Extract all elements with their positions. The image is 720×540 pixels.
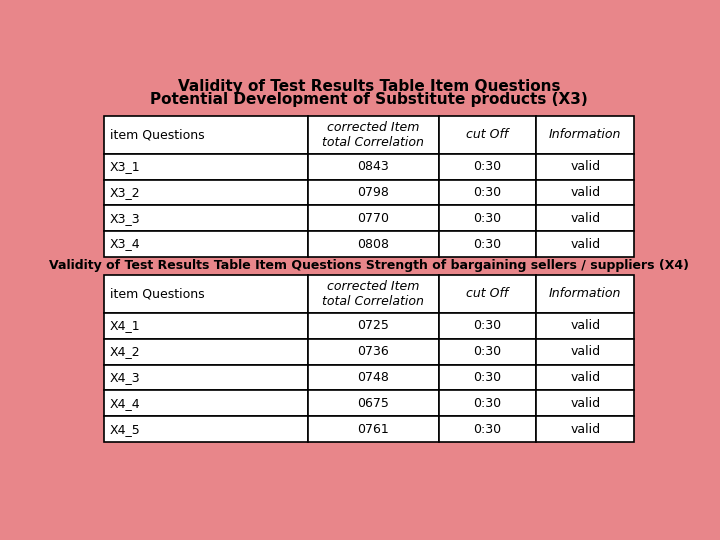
Text: valid: valid	[570, 212, 600, 225]
Text: item Questions: item Questions	[109, 287, 204, 300]
Bar	[438, 390, 536, 416]
Text: corrected Item
total Correlation: corrected Item total Correlation	[323, 280, 424, 308]
Text: 0748: 0748	[357, 371, 389, 384]
Bar	[104, 416, 307, 442]
Bar	[438, 180, 536, 205]
Text: X4_2: X4_2	[109, 345, 140, 358]
Bar	[104, 339, 307, 364]
Text: 0:30: 0:30	[474, 186, 502, 199]
Bar	[104, 180, 307, 205]
Text: 0:30: 0:30	[474, 160, 502, 173]
Bar	[104, 154, 307, 180]
Bar	[307, 416, 438, 442]
Bar	[307, 116, 438, 154]
Text: X4_1: X4_1	[109, 320, 140, 333]
Bar	[536, 116, 634, 154]
Text: corrected Item
total Correlation: corrected Item total Correlation	[323, 120, 424, 148]
Bar	[438, 275, 536, 313]
Bar	[536, 205, 634, 231]
Text: Information: Information	[549, 128, 621, 141]
Text: 0761: 0761	[357, 422, 389, 436]
Bar	[307, 180, 438, 205]
Bar	[536, 416, 634, 442]
Text: cut Off: cut Off	[467, 128, 509, 141]
Bar	[104, 275, 307, 313]
Bar	[438, 205, 536, 231]
Bar	[307, 205, 438, 231]
Bar	[438, 116, 536, 154]
Bar	[104, 313, 307, 339]
Bar	[536, 154, 634, 180]
Bar	[307, 313, 438, 339]
Text: 0770: 0770	[357, 212, 390, 225]
Text: valid: valid	[570, 345, 600, 358]
Bar	[536, 390, 634, 416]
Bar	[104, 205, 307, 231]
Bar	[307, 231, 438, 257]
Text: 0:30: 0:30	[474, 238, 502, 251]
Bar	[307, 275, 438, 313]
Bar	[536, 180, 634, 205]
Text: valid: valid	[570, 422, 600, 436]
Bar	[438, 313, 536, 339]
Bar	[104, 231, 307, 257]
Text: 0:30: 0:30	[474, 371, 502, 384]
Text: valid: valid	[570, 397, 600, 410]
Text: valid: valid	[570, 186, 600, 199]
Bar	[307, 154, 438, 180]
Text: X3_3: X3_3	[109, 212, 140, 225]
Bar	[536, 364, 634, 390]
Text: Validity of Test Results Table Item Questions Strength of bargaining sellers / s: Validity of Test Results Table Item Ques…	[49, 259, 689, 272]
Text: X4_5: X4_5	[109, 422, 140, 436]
Text: 0:30: 0:30	[474, 397, 502, 410]
Text: 0808: 0808	[357, 238, 390, 251]
Text: 0675: 0675	[357, 397, 389, 410]
Text: X3_2: X3_2	[109, 186, 140, 199]
Bar	[438, 416, 536, 442]
Text: 0736: 0736	[357, 345, 389, 358]
Text: X3_4: X3_4	[109, 238, 140, 251]
Text: Information: Information	[549, 287, 621, 300]
Text: valid: valid	[570, 371, 600, 384]
Bar	[104, 390, 307, 416]
Text: 0:30: 0:30	[474, 212, 502, 225]
Text: X4_4: X4_4	[109, 397, 140, 410]
Bar	[104, 364, 307, 390]
Bar	[307, 339, 438, 364]
Text: valid: valid	[570, 238, 600, 251]
Bar	[438, 339, 536, 364]
Text: valid: valid	[570, 320, 600, 333]
Text: valid: valid	[570, 160, 600, 173]
Text: 0843: 0843	[357, 160, 389, 173]
Bar	[104, 116, 307, 154]
Bar	[536, 339, 634, 364]
Text: Potential Development of Substitute products (X3): Potential Development of Substitute prod…	[150, 92, 588, 107]
Text: 0:30: 0:30	[474, 422, 502, 436]
Bar	[536, 275, 634, 313]
Bar	[536, 231, 634, 257]
Bar	[438, 231, 536, 257]
Text: 0725: 0725	[357, 320, 389, 333]
Text: 0798: 0798	[357, 186, 389, 199]
Text: X3_1: X3_1	[109, 160, 140, 173]
Bar	[536, 313, 634, 339]
Text: item Questions: item Questions	[109, 128, 204, 141]
Bar	[307, 364, 438, 390]
Text: X4_3: X4_3	[109, 371, 140, 384]
Text: Validity of Test Results Table Item Questions: Validity of Test Results Table Item Ques…	[178, 79, 560, 94]
Bar	[307, 390, 438, 416]
Text: cut Off: cut Off	[467, 287, 509, 300]
Text: 0:30: 0:30	[474, 320, 502, 333]
Text: 0:30: 0:30	[474, 345, 502, 358]
Bar	[438, 154, 536, 180]
Bar	[438, 364, 536, 390]
